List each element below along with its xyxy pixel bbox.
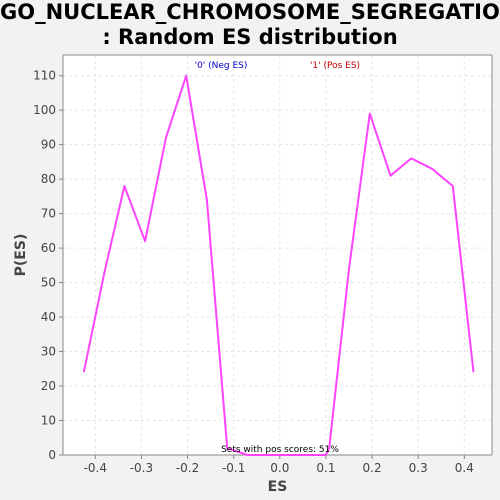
y-tick-label: 20 bbox=[41, 379, 56, 393]
y-tick-label: 70 bbox=[41, 207, 56, 221]
y-tick-label: 30 bbox=[41, 345, 56, 359]
y-tick-label: 90 bbox=[41, 138, 56, 152]
legend-neg-es: '0' (Neg ES) bbox=[195, 61, 248, 71]
y-tick-label: 80 bbox=[41, 172, 56, 186]
y-tick-label: 0 bbox=[48, 448, 56, 462]
x-tick-label: 0.4 bbox=[455, 461, 474, 475]
x-axis-ticks: -0.4 -0.3 -0.2 -0.1 0.0 0.1 0.2 0.3 0.4 bbox=[84, 455, 474, 475]
x-axis-label: ES bbox=[268, 479, 288, 495]
y-tick-label: 10 bbox=[41, 414, 56, 428]
x-tick-label: -0.1 bbox=[222, 461, 245, 475]
x-tick-label: -0.3 bbox=[130, 461, 153, 475]
x-tick-label: 0.2 bbox=[363, 461, 382, 475]
x-tick-label: 0.3 bbox=[409, 461, 428, 475]
pos-scores-annotation: Sets with pos scores: 51% bbox=[221, 445, 339, 455]
chart-title: GO_NUCLEAR_CHROMOSOME_SEGREGATION : Rand… bbox=[0, 0, 500, 50]
series-layer bbox=[82, 74, 475, 456]
x-tick-label: -0.2 bbox=[176, 461, 199, 475]
y-tick-label: 100 bbox=[33, 103, 56, 117]
x-tick-label: 0.1 bbox=[316, 461, 335, 475]
x-tick-label: 0.0 bbox=[270, 461, 289, 475]
es-distribution-line bbox=[82, 74, 475, 456]
legend-pos-es: '1' (Pos ES) bbox=[310, 61, 360, 71]
y-tick-label: 40 bbox=[41, 310, 56, 324]
chart-title-line-2: : Random ES distribution bbox=[102, 25, 398, 49]
y-axis-label: P(ES) bbox=[13, 234, 29, 277]
y-tick-label: 50 bbox=[41, 276, 56, 290]
y-tick-label: 110 bbox=[33, 69, 56, 83]
y-tick-label: 60 bbox=[41, 241, 56, 255]
y-axis-ticks: 0 10 20 30 40 50 60 70 80 90 100 110 bbox=[33, 69, 63, 462]
plot-area bbox=[63, 55, 492, 455]
x-tick-label: -0.4 bbox=[84, 461, 107, 475]
chart-title-line-1: GO_NUCLEAR_CHROMOSOME_SEGREGATION bbox=[0, 0, 500, 24]
